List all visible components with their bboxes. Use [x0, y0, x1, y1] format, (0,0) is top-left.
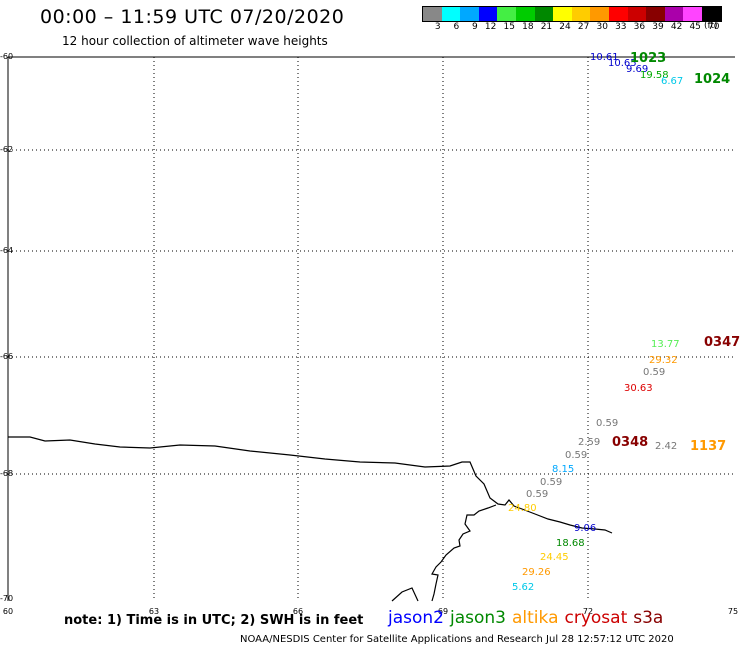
wave-height-value: 24.45	[540, 552, 569, 563]
scale-label: 42	[670, 22, 683, 32]
page-title: 00:00 – 11:59 UTC 07/20/2020	[40, 6, 345, 28]
color-scale-swatches	[422, 6, 722, 22]
wave-height-value: 0.59	[540, 477, 562, 488]
wave-height-value: 10.65	[608, 58, 637, 69]
scale-swatch	[441, 7, 461, 21]
wave-height-value: 0.59	[565, 450, 587, 461]
wave-height-value: 19.58	[640, 70, 669, 81]
longitude-label: 66	[293, 607, 303, 616]
graticule	[8, 57, 735, 601]
scale-label: 9	[472, 22, 478, 32]
color-scale-labels: 3 6 9 12 15 18 21 24 27 30 33 36 39 42 45 70	[422, 22, 722, 34]
footer-note: note: 1) Time is in UTC; 2) SWH is in fe…	[64, 613, 364, 628]
scale-swatch	[701, 7, 721, 21]
scale-swatch	[590, 7, 609, 21]
scale-swatch	[608, 7, 628, 21]
wave-height-value: 8.15	[552, 464, 574, 475]
scale-swatch	[460, 7, 479, 21]
page-subtitle: 12 hour collection of altimeter wave hei…	[62, 34, 328, 48]
scale-label: 27	[577, 22, 590, 32]
wave-height-value: 0.59	[596, 418, 618, 429]
longitude-label: 69	[438, 607, 448, 616]
wave-height-value: 29.26	[522, 567, 551, 578]
wave-height-value: 29.32	[649, 355, 678, 366]
scale-swatch	[534, 7, 554, 21]
scale-label: 6	[453, 22, 460, 32]
scale-label: 24	[559, 22, 571, 32]
satellite-legend-item: jason2	[388, 608, 444, 628]
latitude-label: -68	[0, 469, 13, 478]
wave-height-value: 5.62	[512, 582, 534, 593]
wave-height-value: 18.68	[556, 538, 585, 549]
color-scale-legend: 3 6 9 12 15 18 21 24 27 30 33 36 39 42 45 70 (ft)	[422, 6, 722, 34]
satellite-legend-item: jason3	[450, 608, 506, 628]
scale-label: 3	[434, 22, 441, 32]
scale-swatch	[646, 7, 665, 21]
wave-height-value: 2.42	[655, 441, 677, 452]
scale-swatch	[683, 7, 702, 21]
scale-swatch	[627, 7, 647, 21]
scale-label: 12	[484, 22, 497, 32]
satellite-legend: jason2 jason3 altika cryosat s3a	[388, 608, 669, 628]
pass-time-label: 1024	[694, 72, 730, 87]
wave-height-value: 9.69	[626, 64, 648, 75]
coastline-south	[391, 587, 419, 602]
wave-height-value: 13.77	[651, 339, 680, 350]
longitude-label: 63	[149, 607, 159, 616]
scale-swatch	[553, 7, 572, 21]
scale-swatch	[571, 7, 591, 21]
scale-swatch	[423, 7, 442, 21]
scale-label: 21	[540, 22, 553, 32]
satellite-legend-item: s3a	[633, 608, 664, 628]
wave-height-value: 6.67	[661, 76, 683, 87]
satellite-legend-item: altika	[512, 608, 559, 628]
pass-time-label: 0347	[704, 335, 740, 350]
scale-label: 39	[652, 22, 664, 32]
longitude-label: 60	[3, 607, 13, 616]
scale-swatch	[497, 7, 516, 21]
antarctic-coastline	[8, 436, 613, 534]
scale-label: 70	[708, 22, 720, 32]
scale-label: 33	[615, 22, 627, 32]
latitude-label: -60	[0, 52, 13, 61]
latitude-label: -70	[0, 594, 13, 603]
pass-time-labels: 1023 1024 0347 0348 1137	[612, 51, 740, 454]
latitude-label: -62	[0, 145, 13, 154]
scale-swatch	[664, 7, 684, 21]
color-scale-unit: (ft)	[704, 21, 718, 31]
longitude-labels: 60 63 66 69 72 75	[3, 607, 738, 616]
wave-height-observations: 10.6110.659.6919.586.6713.7729.320.5930.…	[508, 52, 683, 593]
coastline-inlet	[431, 504, 497, 602]
latitude-label: -66	[0, 352, 13, 361]
pass-time-label: 1023	[630, 51, 666, 66]
footer-credit: NOAA/NESDIS Center for Satellite Applica…	[240, 634, 674, 645]
latitude-label: -64	[0, 246, 13, 255]
wave-height-value: 2.59	[578, 437, 600, 448]
pass-time-label: 0348	[612, 435, 648, 450]
longitude-label: 72	[583, 607, 593, 616]
scale-label: 18	[522, 22, 534, 32]
wave-height-value: 9.06	[574, 523, 596, 534]
latitude-labels: -60 -62 -64 -66 -68 -70	[0, 52, 13, 603]
wave-height-value: 24.80	[508, 503, 537, 514]
scale-label: 15	[503, 22, 515, 32]
scale-swatch	[515, 7, 535, 21]
wave-height-value: 0.59	[526, 489, 548, 500]
wave-height-value: 30.63	[624, 383, 653, 394]
scale-label: 30	[596, 22, 608, 32]
longitude-label: 75	[728, 607, 738, 616]
scale-swatch	[478, 7, 498, 21]
wave-height-value: 0.59	[643, 367, 665, 378]
satellite-legend-item: cryosat	[564, 608, 628, 628]
scale-label: 45	[689, 22, 701, 32]
pass-time-label: 1137	[690, 439, 726, 454]
wave-height-value: 10.61	[590, 52, 619, 63]
scale-label: 36	[633, 22, 646, 32]
